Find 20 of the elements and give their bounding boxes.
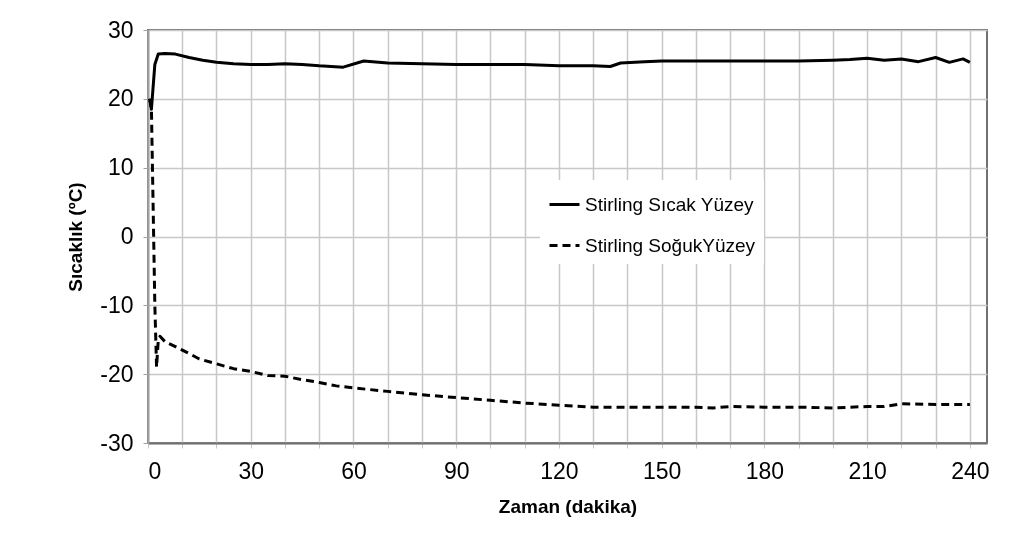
x-axis-title: Zaman (dakika) [498,495,638,517]
x-tick-label: 90 [443,457,470,484]
x-tick-label: 30 [238,457,265,484]
y-tick-label: 30 [107,16,134,43]
y-tick-label: -20 [100,360,134,387]
x-tick-label: 0 [148,457,162,484]
y-tick-label: -10 [100,291,134,318]
x-tick-label: 120 [540,457,579,484]
x-tick-label: 240 [951,457,990,484]
y-tick-label: 10 [107,154,134,181]
x-tick-label: 150 [642,457,682,484]
legend-label: Stirling Sıcak Yüzey [585,193,755,215]
y-tick-label: 20 [107,85,134,112]
x-tick-label: 210 [848,457,887,484]
x-tick-label: 60 [341,457,367,484]
x-tick-label: 180 [745,457,785,484]
legend-label: Stirling SoğukYüzey [585,234,756,256]
y-axis-title: Sıcaklık (ºC) [65,182,87,292]
y-tick-label: 0 [120,223,134,249]
y-tick-label: -30 [100,429,134,456]
